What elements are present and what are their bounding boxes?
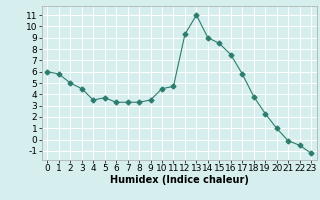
X-axis label: Humidex (Indice chaleur): Humidex (Indice chaleur) [110, 175, 249, 185]
